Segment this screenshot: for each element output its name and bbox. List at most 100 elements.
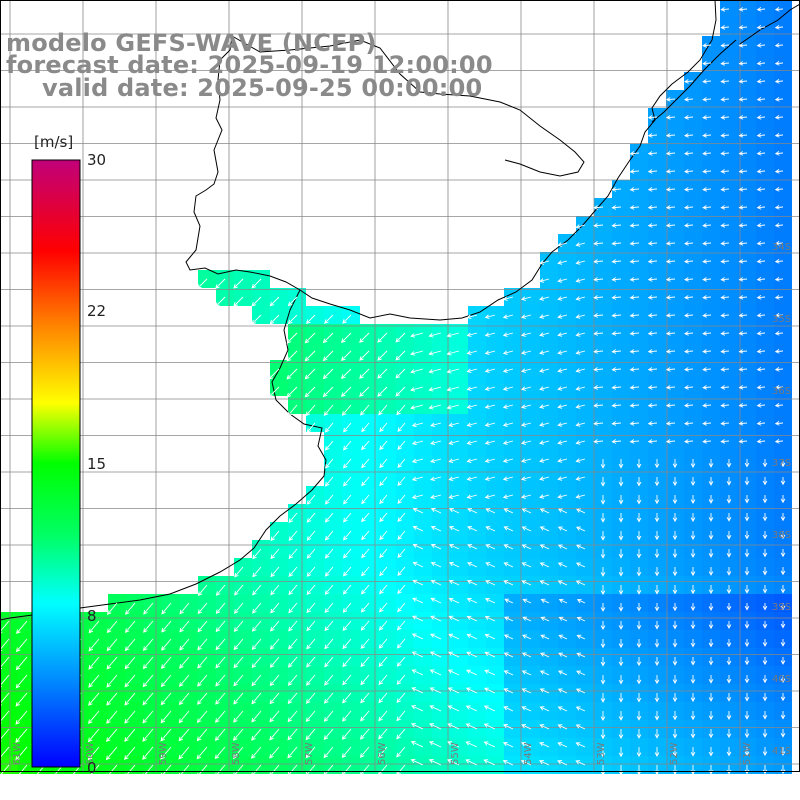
wind-arrow bbox=[612, 206, 622, 209]
wind-arrow-head bbox=[575, 440, 581, 445]
wind-arrow bbox=[361, 476, 370, 486]
wind-arrow bbox=[449, 458, 460, 463]
wind-arrow bbox=[612, 332, 622, 335]
wind-arrow bbox=[721, 116, 730, 119]
wind-arrow bbox=[215, 296, 226, 307]
wind-arrow-head bbox=[397, 553, 402, 558]
wind-arrow-head bbox=[502, 332, 508, 337]
wind-arrow bbox=[397, 440, 406, 450]
wind-arrow bbox=[576, 368, 586, 372]
wind-arrow-head bbox=[738, 295, 744, 300]
wind-arrow-head bbox=[738, 385, 744, 390]
wind-arrow-head bbox=[593, 349, 599, 354]
wind-arrow-head bbox=[654, 535, 660, 541]
wind-arrow-head bbox=[665, 421, 671, 426]
wind-arrow bbox=[775, 404, 784, 407]
wind-arrow bbox=[449, 476, 460, 481]
wind-arrow bbox=[739, 386, 748, 389]
wind-arrow-head bbox=[446, 368, 452, 374]
wind-arrow-head bbox=[502, 494, 508, 499]
wind-arrow-head bbox=[702, 169, 707, 174]
wind-arrow bbox=[684, 440, 694, 443]
wind-arrow-head bbox=[322, 356, 328, 362]
wind-arrow-head bbox=[647, 367, 653, 372]
wind-arrow-head bbox=[684, 115, 689, 120]
wind-arrow bbox=[757, 440, 766, 443]
wind-arrow-head bbox=[306, 554, 312, 559]
wind-arrow-head bbox=[503, 562, 509, 567]
wind-arrow-head bbox=[672, 463, 678, 469]
wind-arrow bbox=[703, 404, 712, 407]
wind-arrow bbox=[343, 422, 352, 433]
wind-arrow-head bbox=[774, 187, 780, 192]
wind-arrow-head bbox=[521, 508, 527, 513]
wind-arrow bbox=[485, 332, 496, 336]
wind-arrow-head bbox=[379, 535, 384, 541]
wind-arrow-head bbox=[708, 517, 714, 522]
wind-arrow-head bbox=[397, 427, 402, 432]
wind-arrow bbox=[739, 62, 748, 65]
wind-arrow bbox=[413, 562, 424, 568]
wind-arrow-head bbox=[756, 313, 762, 318]
wind-arrow-head bbox=[502, 368, 508, 373]
wind-arrow bbox=[666, 278, 676, 281]
wind-arrow-head bbox=[322, 392, 328, 398]
wind-arrow bbox=[286, 350, 298, 362]
wind-arrow bbox=[648, 422, 658, 425]
wind-arrow bbox=[413, 526, 424, 532]
wind-arrow bbox=[684, 134, 694, 137]
wind-arrow bbox=[739, 26, 748, 29]
wind-arrow-head bbox=[306, 536, 312, 541]
wind-arrow bbox=[612, 278, 622, 281]
wind-arrow-head bbox=[361, 463, 366, 469]
wind-arrow-head bbox=[397, 499, 402, 504]
wind-arrow bbox=[739, 170, 748, 173]
wind-arrow-head bbox=[756, 169, 762, 174]
wind-arrow-head bbox=[780, 534, 786, 540]
wind-arrow bbox=[485, 314, 496, 318]
wind-arrow bbox=[325, 494, 334, 505]
wind-arrow bbox=[485, 526, 496, 532]
wind-arrow-head bbox=[702, 97, 707, 102]
wind-arrow-head bbox=[252, 572, 257, 578]
wind-arrow bbox=[576, 544, 586, 550]
wind-arrow-head bbox=[448, 458, 454, 463]
wind-arrow-head bbox=[738, 97, 744, 102]
wind-arrow-head bbox=[557, 260, 563, 265]
wind-arrow-head bbox=[466, 458, 472, 463]
wind-arrow-head bbox=[618, 463, 624, 469]
wind-arrow bbox=[594, 260, 604, 263]
wind-arrow-head bbox=[575, 242, 581, 247]
wind-arrow bbox=[361, 458, 370, 468]
wind-arrow-head bbox=[756, 439, 762, 444]
wind-arrow-head bbox=[726, 535, 732, 540]
wind-arrow bbox=[361, 422, 370, 432]
wind-arrow-head bbox=[684, 241, 689, 246]
wind-arrow bbox=[630, 314, 640, 317]
wind-arrow bbox=[521, 422, 532, 426]
wind-arrow bbox=[630, 170, 640, 173]
wind-arrow-head bbox=[520, 314, 526, 319]
wind-arrow bbox=[666, 170, 676, 173]
wind-arrow-head bbox=[324, 571, 330, 577]
wind-arrow-head bbox=[410, 387, 416, 392]
wind-arrow-head bbox=[720, 223, 726, 228]
wind-arrow bbox=[594, 224, 604, 227]
wind-arrow-head bbox=[397, 535, 402, 540]
wind-arrow-head bbox=[702, 421, 707, 426]
wind-arrow bbox=[648, 314, 658, 317]
wind-arrow-head bbox=[665, 439, 671, 444]
wind-arrow-head bbox=[306, 518, 312, 523]
wind-arrow bbox=[306, 314, 316, 324]
wind-arrow bbox=[684, 332, 694, 335]
wind-arrow-head bbox=[690, 553, 696, 558]
wind-arrow bbox=[630, 188, 640, 191]
wind-arrow-head bbox=[690, 481, 696, 486]
wind-arrow bbox=[703, 242, 712, 245]
wind-arrow-head bbox=[665, 223, 671, 228]
wind-arrow-head bbox=[575, 314, 581, 319]
wind-arrow-head bbox=[360, 410, 365, 416]
wind-arrow-head bbox=[684, 223, 689, 228]
wind-arrow bbox=[630, 404, 640, 407]
wind-arrow bbox=[612, 296, 622, 299]
